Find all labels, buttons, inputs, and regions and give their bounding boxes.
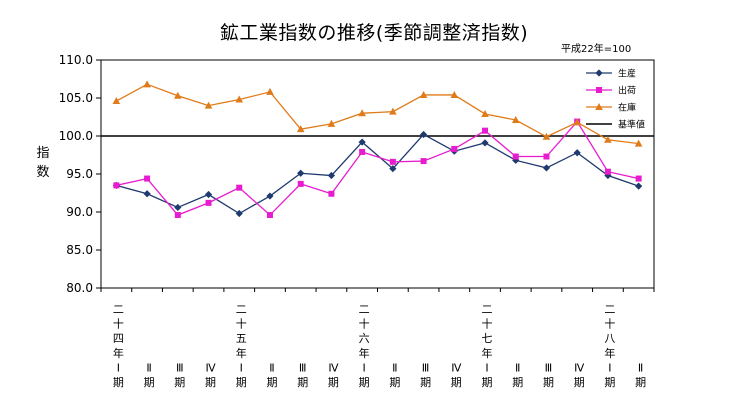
data-point-series3	[481, 109, 489, 117]
data-point-series1	[235, 209, 243, 218]
data-point-series2	[328, 190, 335, 197]
legend-marker	[595, 69, 603, 77]
data-point-series3	[389, 107, 397, 115]
data-point-series3	[327, 119, 336, 127]
y-axis-label: 指数	[36, 146, 50, 180]
data-point-series2	[144, 175, 151, 182]
base-year-note: 平成22年=100	[561, 44, 632, 55]
y-tick-label: 85.0	[66, 243, 93, 257]
data-point-series3	[542, 132, 551, 140]
data-point-series3	[450, 90, 459, 98]
data-point-series1	[143, 190, 151, 198]
x-category-label: 二十八年 Ⅰ 期	[604, 303, 615, 389]
data-point-series2	[543, 153, 550, 160]
x-category-label: 二十四年 Ⅰ 期	[113, 303, 124, 389]
y-tick-label: 90.0	[66, 205, 93, 219]
data-point-series3	[112, 97, 121, 105]
data-point-series3	[604, 135, 612, 143]
data-point-series2	[205, 199, 212, 206]
data-point-series1	[266, 192, 274, 200]
data-point-series1	[358, 138, 366, 146]
y-tick-label: 110.0	[59, 53, 93, 67]
x-category-label: 二十五年 Ⅰ 期	[236, 303, 247, 389]
data-point-series2	[420, 158, 427, 165]
legend-marker	[596, 87, 602, 93]
data-point-series2	[635, 175, 642, 182]
data-point-series2	[512, 153, 519, 160]
data-point-series3	[511, 116, 520, 124]
data-point-series1	[327, 171, 336, 180]
legend-label: 在庫	[618, 102, 636, 114]
data-point-series1	[419, 130, 428, 139]
legend-label: 生産	[618, 68, 636, 80]
data-point-series1	[542, 164, 551, 172]
data-point-series3	[296, 125, 305, 133]
x-category-label: 二十七年 Ⅰ 期	[482, 303, 493, 389]
data-point-series3	[358, 109, 366, 117]
data-point-series3	[174, 91, 182, 99]
data-point-series2	[451, 145, 458, 152]
plot-area-border	[100, 59, 655, 289]
data-point-series3	[143, 80, 151, 88]
data-point-series3	[204, 101, 213, 109]
data-point-series2	[266, 212, 273, 219]
series-line-1	[116, 133, 639, 215]
y-tick-label: 100.0	[59, 129, 93, 143]
data-point-series2	[113, 182, 120, 189]
data-point-series2	[389, 158, 396, 165]
y-tick-label: 80.0	[66, 281, 93, 295]
data-point-series2	[297, 180, 304, 187]
data-point-series1	[635, 182, 643, 190]
data-point-series1	[389, 165, 397, 173]
data-point-series3	[634, 139, 643, 147]
data-point-series2	[604, 168, 611, 175]
data-point-series1	[573, 149, 581, 157]
legend-label: 出荷	[618, 85, 636, 97]
y-tick-label: 95.0	[66, 167, 93, 181]
data-point-series3	[573, 118, 581, 126]
data-point-series2	[359, 148, 366, 155]
data-point-series1	[297, 169, 305, 177]
data-point-series3	[266, 87, 274, 95]
legend-label: 基準値	[618, 119, 645, 131]
data-point-series2	[482, 127, 489, 134]
data-point-series1	[174, 203, 182, 212]
data-point-series1	[204, 190, 213, 199]
x-category-label: 二十六年 Ⅰ 期	[359, 303, 370, 389]
y-tick-label: 105.0	[59, 91, 93, 105]
series-line-3	[116, 83, 639, 145]
series-line-2	[116, 120, 639, 216]
chart-title: 鉱工業指数の推移(季節調整済指数)	[219, 22, 529, 44]
data-point-series3	[419, 90, 428, 98]
data-point-series2	[236, 184, 243, 191]
legend-marker	[595, 103, 603, 110]
data-point-series2	[174, 212, 181, 219]
data-point-series1	[481, 139, 489, 147]
data-point-series3	[235, 95, 244, 103]
